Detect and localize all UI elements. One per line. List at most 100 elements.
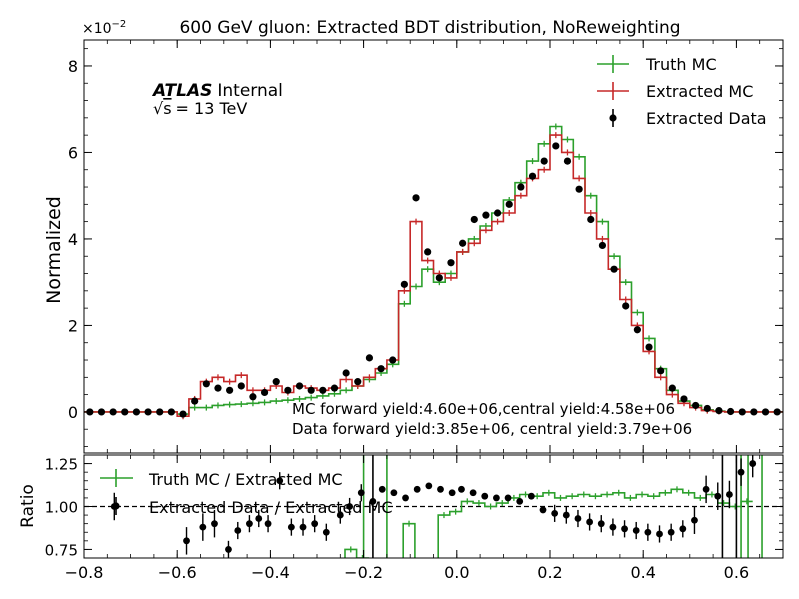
ratio-data-point (287, 523, 295, 531)
sqrt-s-label: s (163, 99, 171, 118)
data-point-extracted-data (249, 393, 257, 401)
data-point-extracted-data (657, 367, 665, 375)
atlas-status: Internal (217, 81, 283, 101)
ratio-data-point (562, 511, 570, 519)
data-point-extracted-data (761, 408, 770, 416)
ratio-data-point (481, 492, 489, 500)
ratio-data-point (211, 520, 218, 528)
data-point-extracted-data (715, 407, 723, 415)
ratio-data-point (425, 482, 433, 490)
y-multiplier: ×10−2 (82, 19, 126, 37)
data-point-extracted-data (156, 408, 164, 416)
ratio-data-point (679, 525, 687, 533)
ratio-data-point (702, 485, 710, 493)
legend-entry-extracted-mc: Extracted MC (597, 82, 753, 101)
data-point-extracted-data (132, 408, 141, 416)
ratio-data-point (749, 460, 757, 467)
data-point-extracted-data (459, 239, 467, 247)
main-y-axis-label: Normalized (43, 196, 65, 304)
legend-label-extracted-data: Extracted Data (646, 109, 767, 128)
ratio-data-point (346, 503, 354, 510)
data-point-extracted-data (622, 302, 630, 310)
mc-yield-annotation: MC forward yield:4.60e+06,central yield:… (292, 400, 675, 418)
legend-marker-extracted-data (609, 114, 617, 122)
data-point-extracted-data (354, 378, 362, 386)
data-point-extracted-data (284, 386, 292, 394)
data-point-extracted-data (400, 280, 408, 288)
data-point-extracted-data (738, 408, 746, 416)
ratio-data-point (234, 527, 242, 534)
data-point-extracted-data (330, 384, 339, 392)
data-point-extracted-data (750, 408, 758, 416)
ratio-legend-marker-data (112, 502, 120, 510)
data-point-extracted-data (214, 384, 222, 392)
atlas-word: ATLAS (151, 81, 212, 101)
ratio-y-tick-label: 0.75 (45, 541, 78, 559)
x-tick-label: −0.6 (158, 563, 197, 582)
y-multiplier-base: ×10 (82, 21, 112, 37)
ratio-data-point (437, 485, 444, 493)
data-point-extracted-data (191, 397, 199, 405)
ratio-data-point (574, 515, 582, 522)
legend-entry-truth-mc: Truth MC (597, 55, 717, 74)
data-point-extracted-data (121, 408, 129, 416)
ratio-data-point (199, 523, 207, 531)
ratio-data-point (458, 485, 465, 493)
ratio-data-point (264, 520, 272, 528)
data-point-extracted-data (447, 259, 455, 267)
energy-value: = 13 TeV (176, 99, 248, 118)
x-tick-label: 0.6 (724, 563, 749, 582)
data-point-extracted-data (424, 248, 432, 256)
data-point-extracted-data (668, 384, 676, 392)
data-point-extracted-data (342, 369, 350, 377)
main-legend: Truth MC Extracted MC Extracted Data (597, 55, 767, 128)
data-point-extracted-data (633, 326, 641, 334)
data-point-extracted-data (389, 356, 397, 364)
x-tick-label: 0.4 (630, 563, 655, 582)
ratio-plot-area (84, 455, 783, 558)
ratio-data-point (714, 492, 722, 500)
data-point-extracted-data (167, 408, 175, 416)
ratio-data-point (609, 523, 617, 531)
ratio-data-point (737, 468, 745, 476)
ratio-data-point (336, 511, 344, 519)
ratio-y-axis-label: Ratio (18, 484, 38, 528)
data-point-extracted-data (692, 401, 700, 410)
atlas-label: ATLAS Internal (151, 81, 283, 101)
energy-label: √s = 13 TeV (153, 99, 247, 118)
data-point-extracted-data (575, 185, 583, 193)
main-plot-area (84, 123, 783, 420)
data-point-extracted-data (237, 382, 245, 390)
main-y-tick-label: 2 (68, 316, 78, 335)
data-point-extracted-data (260, 388, 269, 397)
ratio-data-point (448, 489, 456, 497)
ratio-data-point (299, 523, 307, 531)
data-point-extracted-data (528, 172, 537, 180)
y-multiplier-exponent: −2 (112, 19, 127, 30)
series-line-extracted-mc (84, 134, 783, 417)
ratio-data-point (255, 515, 263, 522)
ratio-data-point (413, 485, 421, 493)
ratio-legend-entry-data-over-extracted: Extracted Data / Extracted MC (112, 497, 393, 517)
ratio-data-point (667, 528, 675, 536)
legend-entry-extracted-data: Extracted Data (609, 109, 767, 128)
data-point-extracted-data (109, 408, 117, 416)
ratio-data-point (632, 527, 640, 534)
data-point-extracted-data (179, 410, 187, 418)
data-point-extracted-data (610, 265, 618, 273)
chart-title: 600 GeV gluon: Extracted BDT distributio… (179, 18, 680, 38)
data-point-extracted-data (505, 200, 513, 208)
ratio-data-point (516, 497, 524, 505)
ratio-legend-label-data: Extracted Data / Extracted MC (149, 498, 393, 517)
x-tick-label: 0.0 (444, 563, 469, 582)
ratio-plot-content (84, 455, 783, 558)
legend-label-truth-mc: Truth MC (645, 55, 717, 74)
data-point-extracted-data (295, 382, 304, 390)
main-y-tick-label: 4 (68, 230, 78, 249)
data-point-extracted-data (365, 354, 374, 362)
data-point-extracted-data (703, 404, 711, 413)
ratio-data-point (621, 525, 628, 533)
ratio-data-point (493, 494, 500, 502)
data-point-extracted-data (493, 209, 502, 217)
data-point-extracted-data (680, 395, 688, 403)
